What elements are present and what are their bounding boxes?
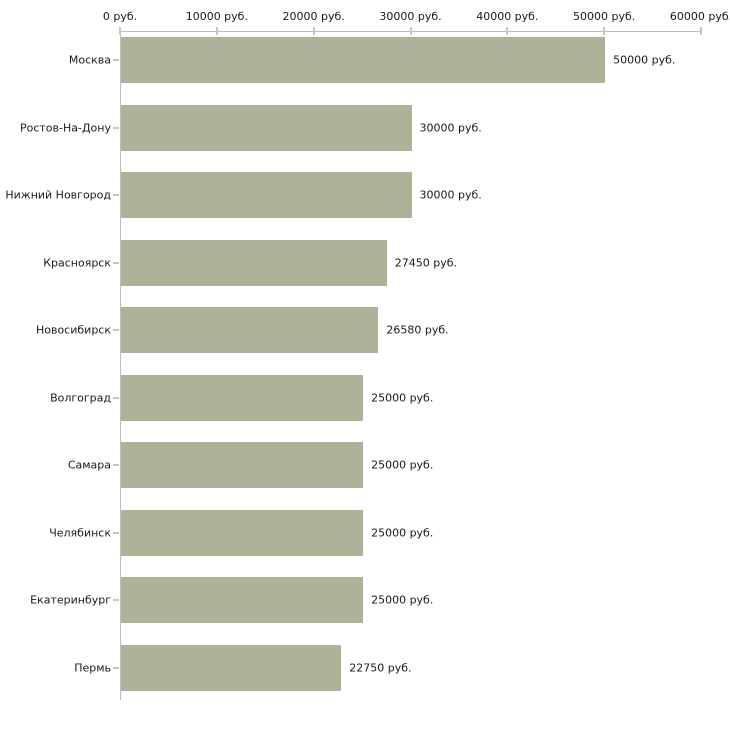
category-label: Челябинск: [49, 526, 111, 539]
category-label: Волгоград: [50, 391, 111, 404]
x-axis-tick: [700, 27, 702, 35]
category-label: Нижний Новгород: [5, 188, 111, 202]
value-label: 50000 руб.: [613, 53, 676, 67]
category-tick: [113, 464, 119, 466]
value-label: 30000 руб.: [419, 188, 482, 202]
category-label: Ростов-На-Дону: [19, 121, 111, 134]
x-axis-tick: [312, 27, 315, 35]
value-label: 25000 руб.: [371, 458, 434, 472]
bar: [121, 644, 342, 691]
category-tick: [113, 329, 119, 331]
x-axis-tick: [119, 27, 121, 35]
bar: [121, 37, 606, 83]
category-label: Самара: [67, 458, 111, 472]
x-axis-tick: [409, 27, 412, 35]
value-label: 25000 руб.: [371, 526, 434, 539]
bar: [121, 509, 364, 556]
x-axis-tick: [506, 27, 509, 35]
x-axis-tick: [215, 27, 218, 35]
category-tick: [113, 59, 119, 61]
category-tick: [113, 126, 119, 129]
value-label: 26580 руб.: [386, 323, 449, 337]
category-label: Екатеринбург: [30, 593, 111, 607]
value-label: 25000 руб.: [371, 593, 434, 607]
category-tick: [113, 194, 119, 196]
x-axis-tick-label: 50000 руб.: [573, 10, 636, 23]
category-label: Новосибирск: [35, 323, 111, 337]
bar: [121, 104, 412, 151]
bar: [121, 374, 364, 421]
category-label: Красноярск: [43, 256, 111, 269]
category-label: Пермь: [74, 661, 111, 674]
bar: [121, 442, 364, 488]
value-label: 27450 руб.: [394, 256, 458, 269]
category-tick: [113, 531, 119, 534]
x-axis-tick-label: 10000 руб.: [185, 10, 248, 23]
category-label: Москва: [68, 53, 111, 67]
value-label: 22750 руб.: [349, 661, 412, 674]
x-axis-tick-label: 0 руб.: [102, 10, 138, 23]
x-axis-tick-label: 20000 руб.: [282, 10, 345, 23]
bar: [121, 239, 387, 286]
category-tick: [113, 599, 119, 601]
value-label: 30000 руб.: [419, 121, 482, 134]
x-axis-tick-label: 30000 руб.: [379, 10, 442, 23]
x-axis-tick-label: 60000 руб.: [669, 10, 730, 23]
x-axis-tick: [603, 27, 606, 35]
category-tick: [113, 666, 119, 669]
y-axis-line: [120, 31, 121, 700]
bar: [121, 307, 379, 353]
category-tick: [113, 261, 119, 264]
value-label: 25000 руб.: [371, 391, 434, 404]
bar: [121, 172, 412, 218]
bar: [121, 577, 364, 623]
x-axis-tick-label: 40000 руб.: [476, 10, 539, 23]
category-tick: [113, 396, 119, 399]
